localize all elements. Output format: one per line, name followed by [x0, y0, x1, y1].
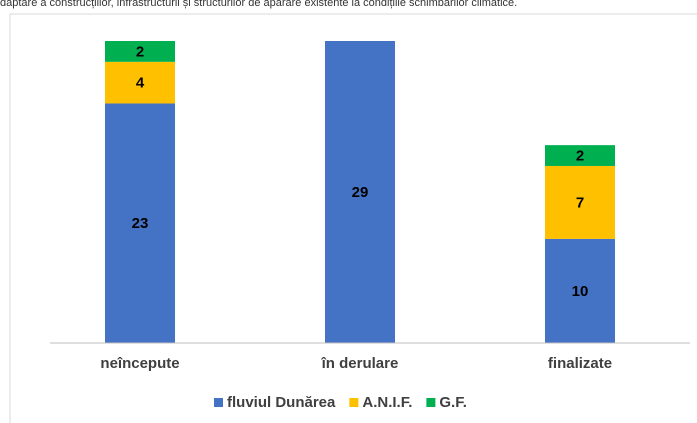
data-label: 29: [352, 184, 369, 201]
data-label: 2: [576, 148, 584, 165]
data-label: 23: [132, 215, 149, 232]
bar-segment: [545, 238, 615, 343]
legend-swatch: [426, 398, 436, 407]
data-label: 10: [572, 283, 589, 300]
bar-segment: [105, 103, 175, 343]
bar-segment: [325, 41, 395, 343]
data-label: 7: [576, 194, 584, 211]
chart-title: daptare a construcțiilor, infrastructuri…: [0, 0, 517, 9]
bar-segment: [105, 61, 175, 104]
bar-segment: [545, 145, 615, 166]
legend-label: G.F.: [439, 394, 467, 411]
legend-label: fluviul Dunărea: [227, 394, 336, 411]
legend-label: A.N.I.F.: [362, 394, 412, 411]
chart-frame: [9, 13, 697, 423]
data-label: 4: [136, 75, 145, 92]
data-label: 2: [136, 43, 144, 60]
x-tick-label: finalizate: [548, 355, 612, 372]
x-tick-label: în derulare: [321, 355, 399, 372]
legend-swatch: [214, 398, 223, 407]
bar-segment: [545, 165, 615, 239]
legend-swatch: [349, 398, 359, 407]
x-tick-label: neîncepute: [100, 355, 179, 372]
bar-segment: [105, 41, 175, 62]
